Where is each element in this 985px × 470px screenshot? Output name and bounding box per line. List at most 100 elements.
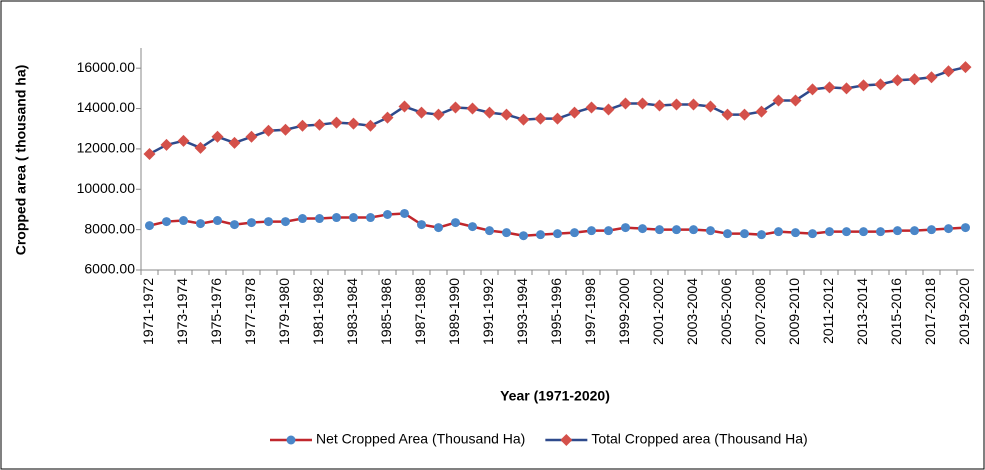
data-point	[808, 229, 817, 239]
data-point	[383, 210, 392, 219]
data-point	[585, 101, 598, 114]
y-tick-label: 16000.00	[77, 59, 136, 75]
data-point	[194, 141, 207, 154]
data-point	[621, 223, 630, 233]
data-point	[942, 65, 955, 78]
y-tick-label: 14000.00	[77, 99, 136, 115]
data-point	[468, 222, 477, 232]
data-point	[738, 108, 751, 121]
data-point	[228, 136, 241, 149]
x-tick-label: 1987-1988	[412, 278, 428, 345]
data-point	[196, 219, 205, 229]
x-tick-label: 2007-2008	[752, 278, 768, 345]
data-point	[755, 105, 768, 118]
data-point	[536, 230, 545, 240]
data-point	[230, 220, 239, 230]
data-point	[432, 108, 445, 121]
y-tick-label: 12000.00	[77, 140, 136, 156]
data-point	[959, 61, 972, 74]
x-tick-label: 1977-1978	[242, 278, 258, 345]
data-point	[655, 225, 664, 235]
data-point	[706, 226, 715, 236]
data-point	[519, 231, 528, 241]
x-tick-label: 1995-1996	[548, 278, 564, 345]
data-point	[211, 130, 224, 143]
x-tick-label: 2001-2002	[650, 278, 666, 345]
data-point	[177, 134, 190, 147]
y-tick-label: 8000.00	[84, 220, 135, 236]
data-point	[315, 214, 324, 224]
data-point	[893, 226, 902, 236]
data-point	[143, 147, 156, 160]
data-point	[349, 213, 358, 223]
x-tick-label: 1991-1992	[480, 278, 496, 345]
data-point	[451, 218, 460, 228]
data-point	[551, 112, 564, 125]
data-point	[162, 217, 171, 227]
data-point	[723, 229, 732, 239]
data-point	[689, 225, 698, 235]
data-point	[500, 108, 513, 121]
x-tick-label: 2009-2010	[786, 278, 802, 345]
data-point	[330, 116, 343, 129]
data-point	[247, 218, 256, 228]
x-tick-label: 2005-2006	[718, 278, 734, 345]
data-point	[842, 227, 851, 237]
x-tick-label: 1999-2000	[616, 278, 632, 345]
data-point	[366, 213, 375, 223]
data-point	[891, 74, 904, 87]
x-tick-label: 1985-1986	[378, 278, 394, 345]
data-point	[145, 221, 154, 231]
legend-label: Net Cropped Area (Thousand Ha)	[316, 431, 525, 447]
data-point	[910, 226, 919, 236]
x-tick-label: 1971-1972	[140, 278, 156, 345]
data-point	[602, 103, 615, 116]
legend-marker	[286, 435, 296, 445]
x-tick-label: 2011-2012	[820, 278, 836, 344]
data-point	[859, 227, 868, 237]
data-point	[449, 101, 462, 114]
data-point	[264, 217, 273, 227]
x-tick-label: 2017-2018	[922, 278, 938, 345]
y-axis-title: Cropped area ( thousand ha)	[13, 65, 29, 256]
legend-label: Total Cropped area (Thousand Ha)	[591, 431, 807, 447]
data-point	[262, 124, 275, 137]
x-tick-label: 2015-2016	[888, 278, 904, 345]
data-point	[466, 102, 479, 115]
data-point	[704, 100, 717, 113]
data-point	[313, 118, 326, 131]
data-point	[961, 223, 970, 233]
data-point	[381, 111, 394, 124]
y-tick-label: 10000.00	[77, 180, 136, 196]
y-tick-label: 6000.00	[84, 261, 135, 277]
data-point	[213, 216, 222, 226]
data-point	[823, 81, 836, 94]
data-point	[944, 224, 953, 234]
data-point	[927, 225, 936, 235]
data-point	[364, 119, 377, 132]
data-point	[772, 94, 785, 107]
data-point	[281, 217, 290, 227]
data-point	[757, 230, 766, 240]
data-point	[604, 226, 613, 236]
data-point	[415, 106, 428, 119]
data-point	[502, 228, 511, 238]
data-point	[347, 117, 360, 130]
x-tick-label: 2003-2004	[684, 278, 700, 345]
data-point	[279, 123, 292, 136]
data-point	[398, 100, 411, 113]
data-point	[298, 214, 307, 224]
x-tick-label: 1981-1982	[310, 278, 326, 345]
data-point	[925, 71, 938, 84]
x-tick-label: 1979-1980	[276, 278, 292, 345]
data-point	[874, 78, 887, 91]
x-axis-title: Year (1971-2020)	[500, 388, 610, 404]
data-point	[485, 226, 494, 236]
data-point	[672, 225, 681, 235]
data-point	[160, 138, 173, 151]
data-point	[296, 119, 309, 132]
data-point	[840, 82, 853, 95]
x-tick-label: 1989-1990	[446, 278, 462, 345]
